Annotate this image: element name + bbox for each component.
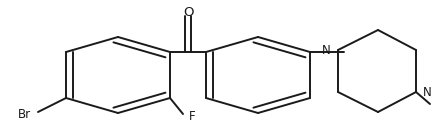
Text: N: N <box>322 43 331 56</box>
Text: Br: Br <box>17 108 30 120</box>
Text: F: F <box>189 109 195 123</box>
Text: N: N <box>423 86 432 99</box>
Text: O: O <box>183 6 193 18</box>
